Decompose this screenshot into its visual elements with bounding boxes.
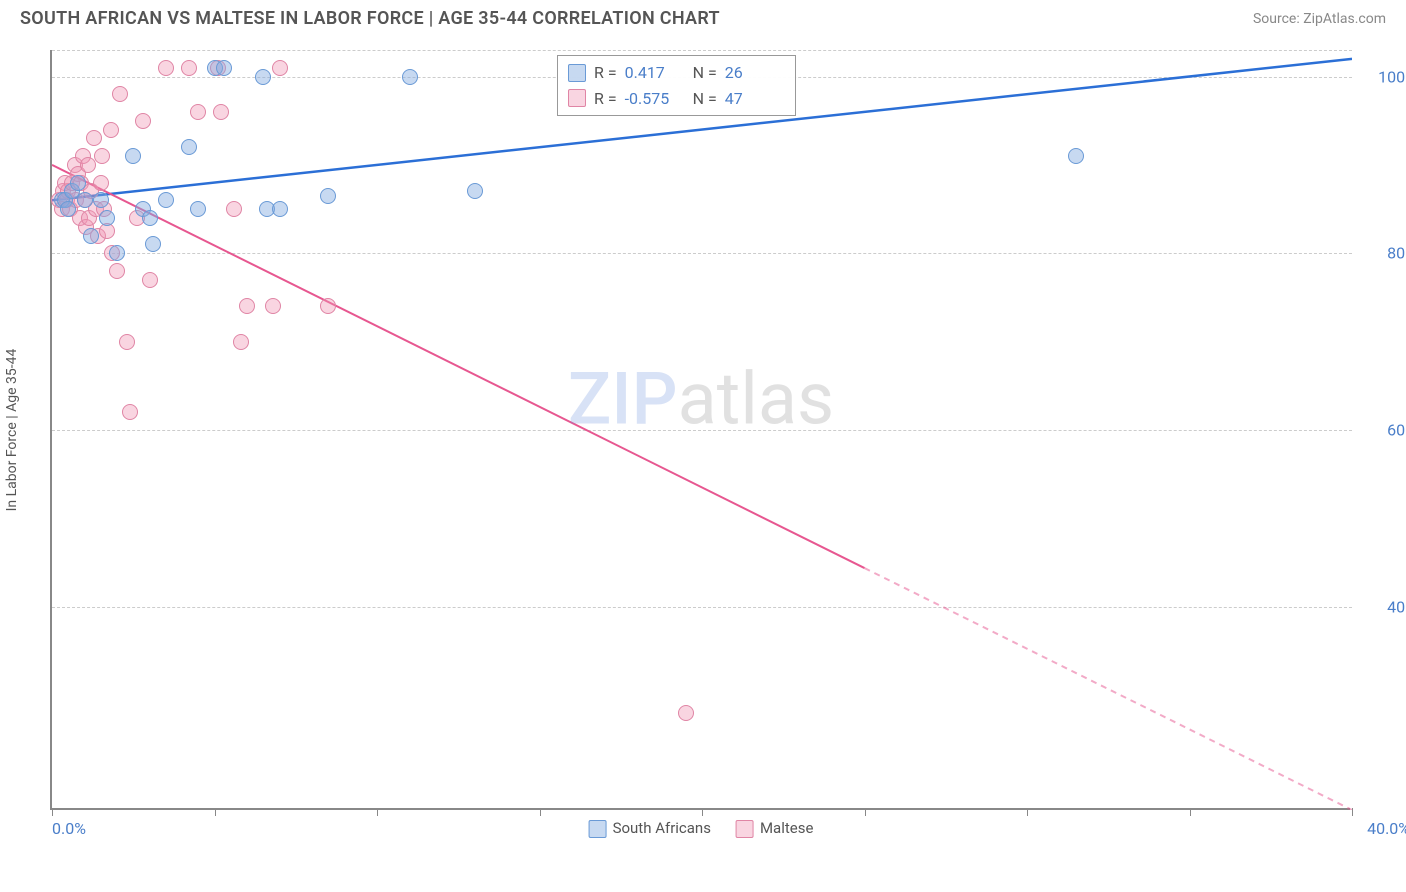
watermark: ZIPatlas xyxy=(568,356,834,441)
legend-item: South Africans xyxy=(589,819,711,838)
legend-swatch xyxy=(736,820,754,838)
data-point xyxy=(103,122,119,138)
legend-swatch xyxy=(568,89,586,107)
data-point xyxy=(1068,148,1084,164)
gridline xyxy=(52,50,1352,51)
data-point xyxy=(145,236,161,252)
x-axis-max-label: 40.0% xyxy=(1367,819,1406,838)
data-point xyxy=(265,298,281,314)
data-point xyxy=(213,104,229,120)
x-tick xyxy=(52,808,53,816)
data-point xyxy=(93,192,109,208)
data-point xyxy=(77,192,93,208)
x-tick xyxy=(540,808,541,816)
data-point xyxy=(181,60,197,76)
legend-swatch xyxy=(589,820,607,838)
data-point xyxy=(190,104,206,120)
n-label: N = xyxy=(693,60,717,86)
data-point xyxy=(83,228,99,244)
chart-container: 100.0%80.0%60.0%40.0% ZIPatlas R =0.417N… xyxy=(50,50,1390,860)
legend-label: Maltese xyxy=(760,819,813,837)
data-point xyxy=(226,201,242,217)
data-point xyxy=(122,404,138,420)
data-point xyxy=(80,157,96,173)
chart-title: SOUTH AFRICAN VS MALTESE IN LABOR FORCE … xyxy=(20,8,720,29)
y-tick-label: 80.0% xyxy=(1387,244,1406,263)
plot-area: 100.0%80.0%60.0%40.0% ZIPatlas R =0.417N… xyxy=(50,50,1350,810)
r-label: R = xyxy=(594,86,617,112)
data-point xyxy=(320,298,336,314)
x-tick xyxy=(215,808,216,816)
data-point xyxy=(109,263,125,279)
r-value: 0.417 xyxy=(625,60,685,86)
data-point xyxy=(109,245,125,261)
source-label: Source: ZipAtlas.com xyxy=(1253,11,1386,27)
n-value: 26 xyxy=(725,60,785,86)
trend-line-extrapolated xyxy=(865,568,1353,810)
x-axis-min-label: 0.0% xyxy=(52,819,86,838)
y-axis-label: In Labor Force | Age 35-44 xyxy=(4,349,20,512)
data-point xyxy=(142,210,158,226)
data-point xyxy=(86,130,102,146)
y-tick-label: 100.0% xyxy=(1378,67,1406,86)
x-tick xyxy=(1190,808,1191,816)
data-point xyxy=(60,201,76,217)
data-point xyxy=(158,192,174,208)
data-point xyxy=(320,188,336,204)
n-label: N = xyxy=(693,86,717,112)
data-point xyxy=(216,60,232,76)
correlation-row: R = -0.575 N = 47 xyxy=(568,86,785,112)
data-point xyxy=(94,148,110,164)
data-point xyxy=(142,272,158,288)
data-point xyxy=(272,201,288,217)
data-point xyxy=(181,139,197,155)
data-point xyxy=(93,175,109,191)
correlation-box: R = 0.417 N = 26 R = -0.575 N = 47 xyxy=(557,55,796,116)
gridline xyxy=(52,430,1352,431)
data-point xyxy=(158,60,174,76)
data-point xyxy=(233,334,249,350)
r-label: R = xyxy=(594,60,617,86)
x-tick xyxy=(1027,808,1028,816)
data-point xyxy=(70,175,86,191)
data-point xyxy=(112,86,128,102)
data-point xyxy=(125,148,141,164)
x-tick xyxy=(702,808,703,816)
legend-swatch xyxy=(568,64,586,82)
data-point xyxy=(135,113,151,129)
data-point xyxy=(272,60,288,76)
x-tick xyxy=(865,808,866,816)
bottom-legend: South Africans Maltese xyxy=(589,819,814,838)
data-point xyxy=(239,298,255,314)
legend-label: South Africans xyxy=(613,819,711,837)
y-tick-label: 40.0% xyxy=(1387,597,1406,616)
x-tick xyxy=(1352,808,1353,816)
r-value: -0.575 xyxy=(625,86,685,112)
data-point xyxy=(99,210,115,226)
data-point xyxy=(255,69,271,85)
trend-line xyxy=(52,165,865,568)
y-tick-label: 60.0% xyxy=(1387,421,1406,440)
data-point xyxy=(402,69,418,85)
data-point xyxy=(190,201,206,217)
gridline xyxy=(52,607,1352,608)
data-point xyxy=(678,705,694,721)
data-point xyxy=(119,334,135,350)
data-point xyxy=(467,183,483,199)
legend-item: Maltese xyxy=(736,819,813,838)
correlation-row: R = 0.417 N = 26 xyxy=(568,60,785,86)
x-tick xyxy=(377,808,378,816)
gridline xyxy=(52,253,1352,254)
n-value: 47 xyxy=(725,86,785,112)
